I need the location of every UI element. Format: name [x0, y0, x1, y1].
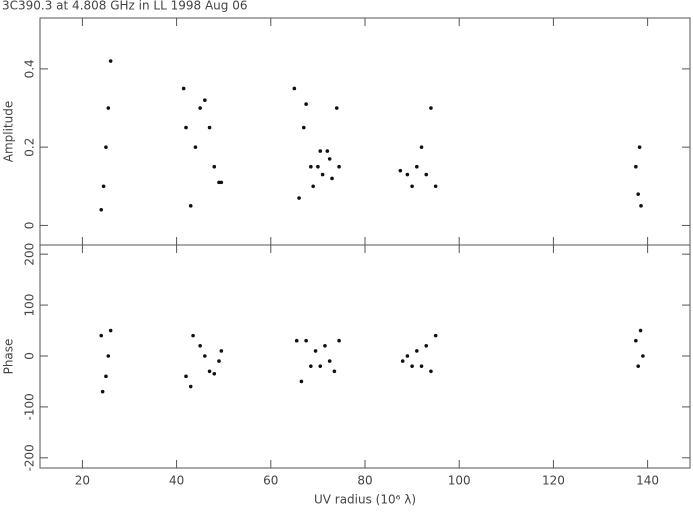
data-point [108, 59, 113, 63]
y-tick-label: 0.2 [23, 138, 37, 157]
data-point [318, 149, 323, 153]
y-tick-label: 0 [23, 222, 37, 230]
data-point [301, 125, 306, 130]
data-point [419, 145, 424, 149]
data-point [207, 369, 212, 374]
data-point [198, 106, 202, 110]
data-point [100, 389, 105, 394]
data-point [219, 349, 224, 353]
y-axis-label: Amplitude [2, 101, 16, 163]
data-point [325, 149, 330, 153]
data-point [433, 184, 438, 189]
data-point [332, 369, 337, 374]
data-point [203, 98, 207, 102]
x-tick-label: 20 [75, 474, 90, 488]
x-tick-label: 60 [263, 474, 278, 488]
data-point [634, 338, 638, 343]
y-tick-label: 100 [23, 294, 37, 317]
data-point [294, 338, 299, 343]
data-point [304, 102, 308, 106]
data-point [191, 333, 195, 338]
chart-title: 3C390.3 at 4.808 GHz in LL 1998 Aug 06 [2, 0, 247, 13]
x-tick-label: 120 [542, 474, 565, 488]
data-point [106, 106, 111, 110]
data-point [405, 172, 410, 177]
data-point [419, 364, 424, 368]
data-point [316, 164, 320, 169]
data-point [429, 106, 433, 110]
data-point [638, 328, 643, 333]
y-axis-label: Phase [2, 339, 16, 375]
data-point [637, 145, 642, 149]
y-tick-label: 0.4 [23, 59, 37, 78]
data-point [636, 364, 640, 368]
data-point [299, 379, 304, 384]
data-point [212, 372, 217, 376]
data-point [297, 196, 301, 200]
data-point [212, 164, 217, 169]
data-point [433, 333, 438, 338]
data-point [104, 145, 108, 149]
data-point [106, 354, 111, 358]
data-point [636, 192, 640, 196]
data-point [181, 86, 186, 91]
data-point [634, 164, 638, 169]
y-tick-label: 0 [23, 352, 37, 360]
data-point [337, 338, 341, 343]
plot-frame [39, 244, 691, 469]
data-point [318, 364, 323, 368]
x-tick-label: 40 [169, 474, 184, 488]
x-tick-label: 80 [357, 474, 372, 488]
x-axis-label: UV radius (10⁶ λ) [314, 493, 416, 507]
data-point [415, 349, 419, 353]
data-point [641, 354, 645, 358]
data-point [415, 164, 419, 169]
data-point [104, 374, 108, 379]
data-point [398, 168, 403, 173]
data-point [99, 333, 104, 338]
data-point [639, 204, 643, 208]
data-point [424, 172, 429, 177]
data-point [309, 164, 313, 169]
data-point [311, 184, 315, 189]
data-point [188, 384, 193, 389]
data-point [330, 176, 334, 181]
data-point [410, 184, 414, 189]
data-point [327, 157, 332, 161]
data-point [99, 207, 104, 212]
data-point [219, 180, 224, 185]
data-point [309, 364, 313, 368]
data-point [429, 369, 433, 374]
data-point [304, 338, 308, 343]
data-point [337, 164, 341, 169]
plot-frame [39, 17, 691, 246]
data-point [101, 184, 106, 189]
data-point [207, 125, 212, 130]
data-point [405, 354, 410, 358]
data-point [400, 359, 405, 363]
data-point [410, 364, 414, 368]
data-point [108, 328, 113, 333]
y-tick-label: -200 [23, 444, 37, 471]
data-point [217, 359, 221, 363]
data-point [334, 106, 339, 110]
data-point [203, 354, 207, 358]
data-point [193, 145, 198, 149]
data-point [320, 172, 325, 177]
data-point [323, 344, 327, 348]
data-point [313, 349, 318, 353]
x-tick-label: 140 [636, 474, 659, 488]
data-point [292, 86, 297, 91]
y-tick-label: -100 [23, 393, 37, 420]
data-point [184, 374, 188, 379]
data-point [198, 344, 202, 348]
data-point [327, 359, 332, 363]
data-point [184, 125, 188, 130]
y-tick-label: 200 [23, 243, 37, 266]
x-tick-label: 100 [448, 474, 471, 488]
data-point [188, 204, 193, 208]
data-point [424, 344, 429, 348]
